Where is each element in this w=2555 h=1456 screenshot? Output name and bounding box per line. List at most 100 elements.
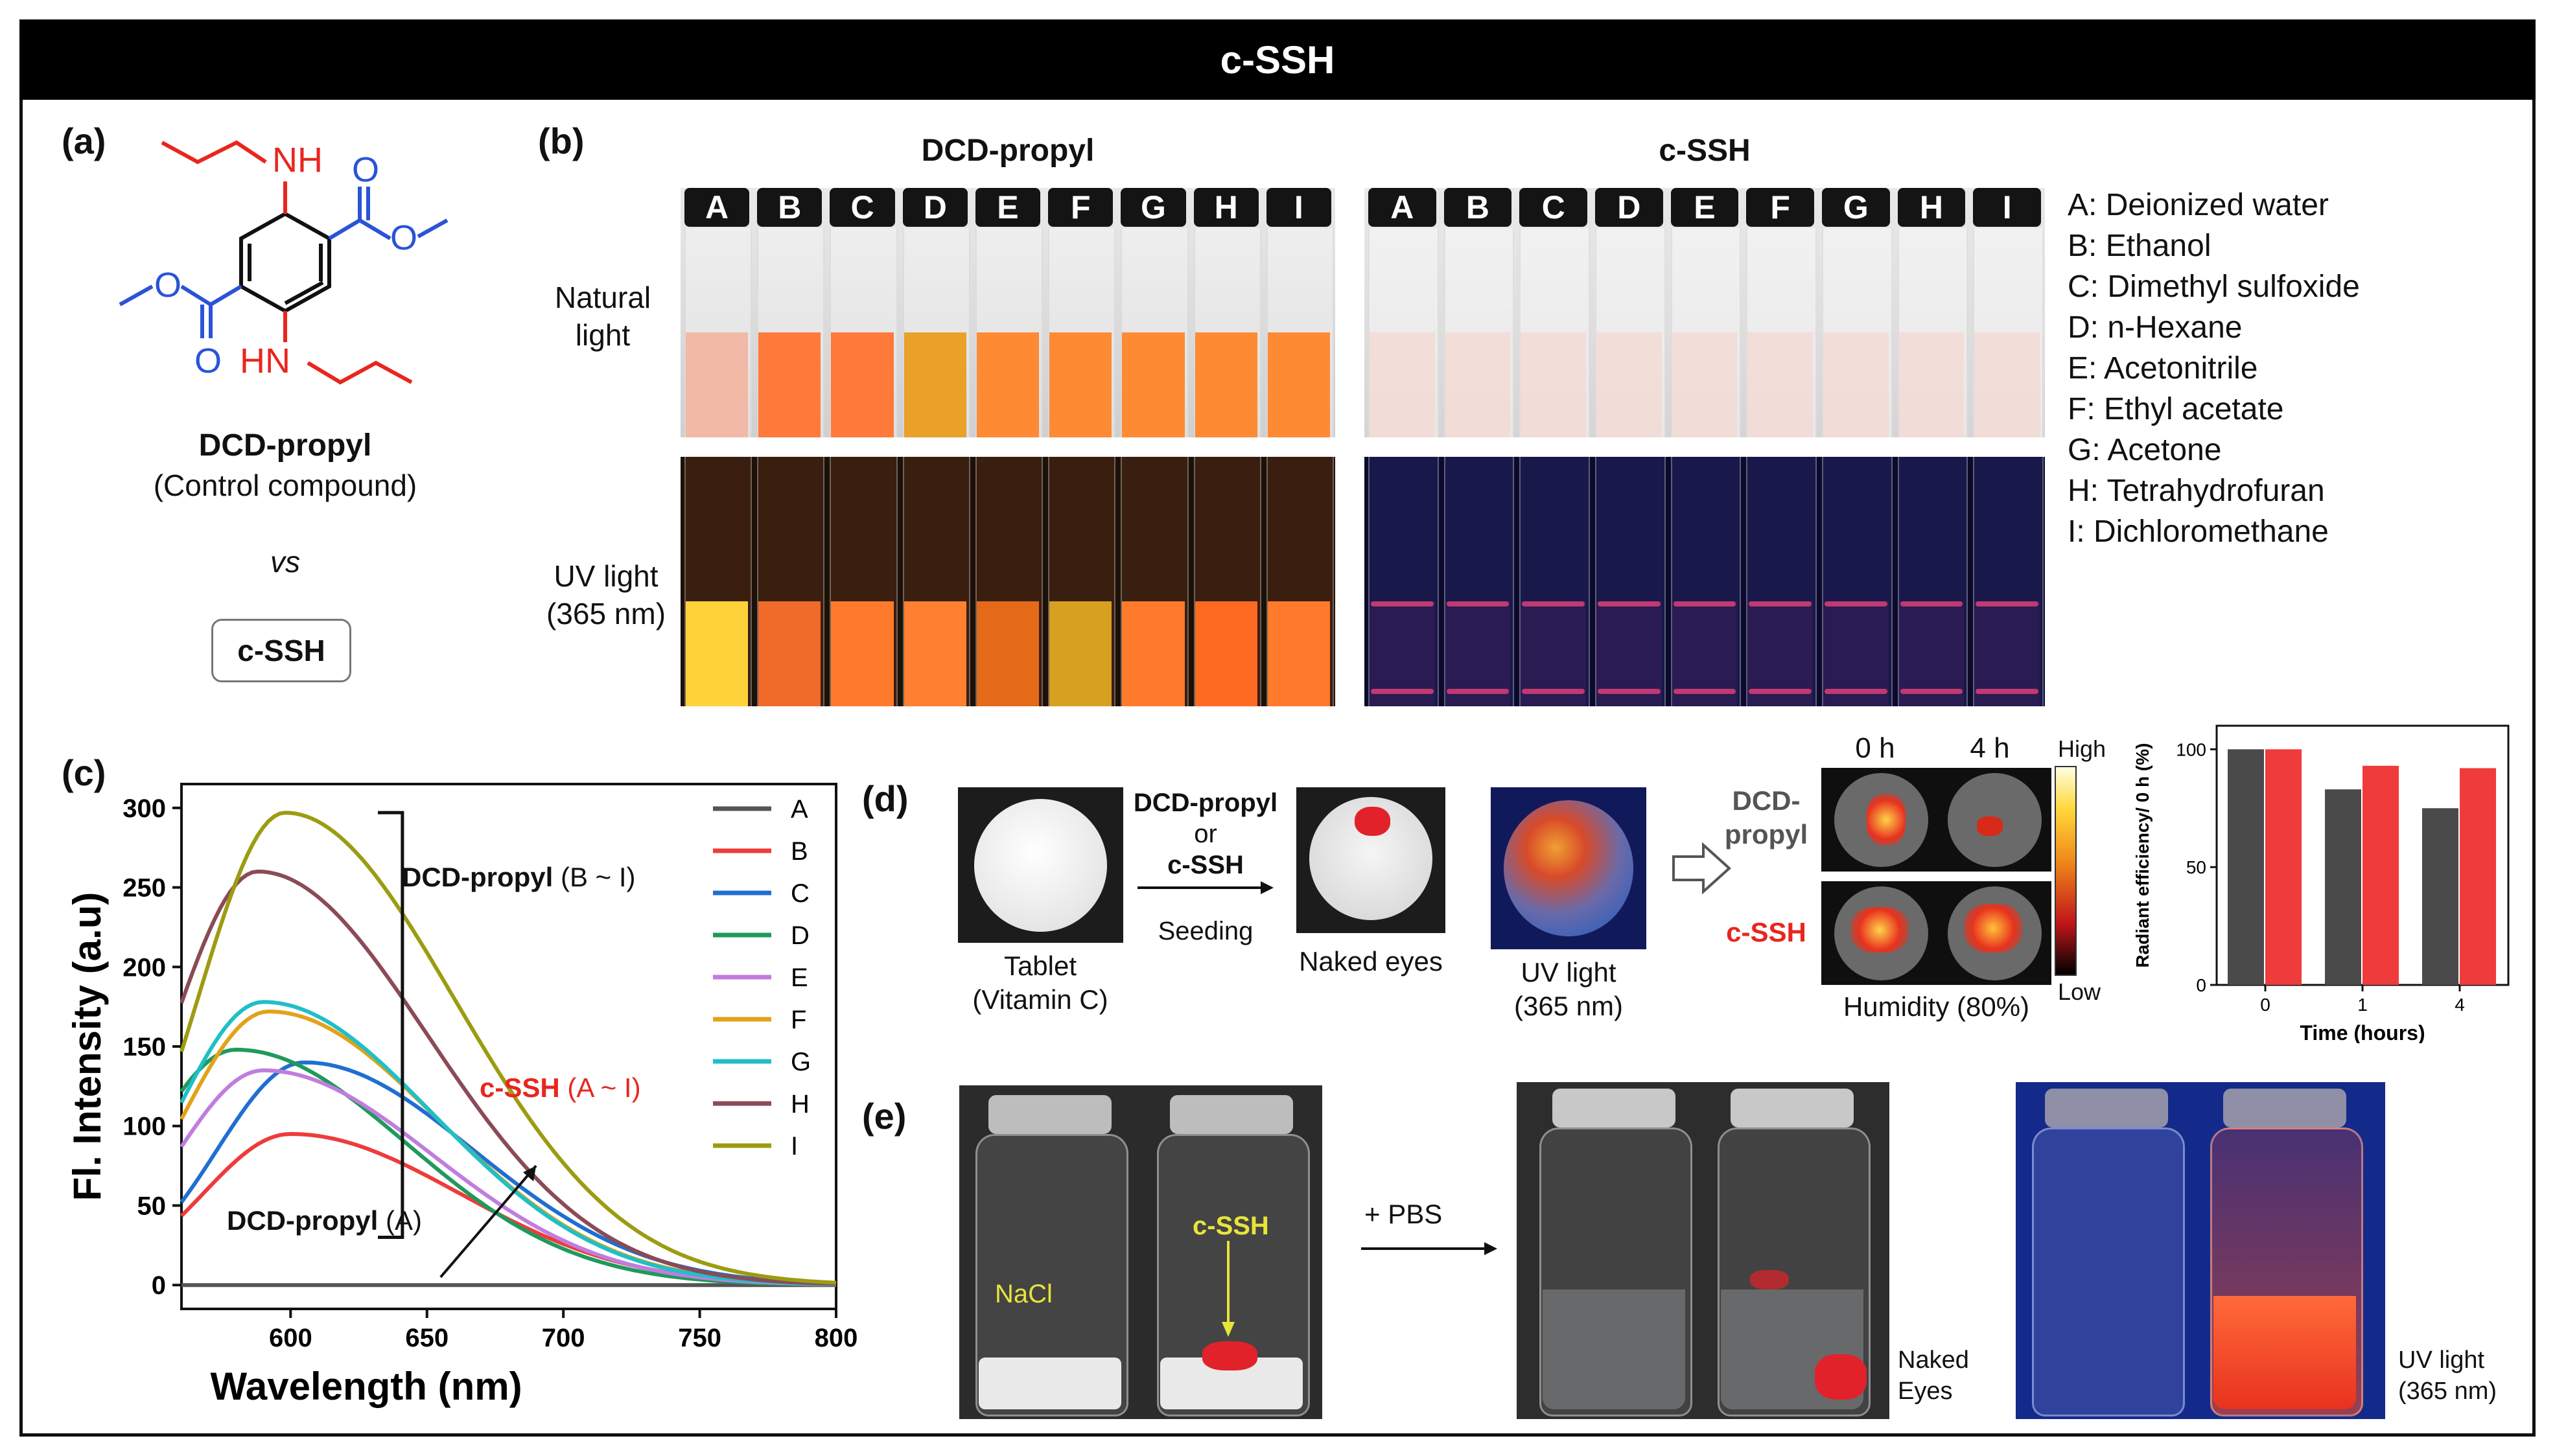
vial-liquid bbox=[1445, 332, 1511, 437]
legend-label: G bbox=[791, 1048, 811, 1076]
vial bbox=[1973, 457, 2044, 706]
ester-bond bbox=[209, 284, 242, 306]
y-tick-label: 0 bbox=[152, 1271, 166, 1300]
x-tick-label: 800 bbox=[815, 1324, 858, 1352]
photo-uv-tablet bbox=[1491, 787, 1646, 949]
naked-eyes-caption: Naked eyes bbox=[1299, 946, 1443, 976]
x-tick-label: 650 bbox=[405, 1324, 449, 1352]
vial-liquid bbox=[1521, 332, 1586, 437]
bracket-label-bold: DCD-propyl bbox=[402, 862, 554, 892]
y-tick-label: 250 bbox=[122, 874, 166, 903]
vial: I bbox=[1973, 188, 2044, 437]
vial bbox=[684, 457, 752, 706]
vial-liquid bbox=[1898, 332, 1965, 437]
vial bbox=[1048, 457, 1116, 706]
row-uv-line2: (365 nm) bbox=[546, 597, 666, 630]
red-seed-spot bbox=[1355, 807, 1390, 836]
x-axis-title: Time (hours) bbox=[2300, 1021, 2425, 1043]
y-axis-title: Radiant efficiency/ 0 h (%) bbox=[2132, 743, 2152, 968]
panel-e-label: (e) bbox=[862, 1096, 907, 1137]
vial-meniscus-glow bbox=[1825, 601, 1887, 607]
vial bbox=[1121, 457, 1189, 706]
seeding-arrow bbox=[1138, 881, 1274, 894]
fluorescent-liquid bbox=[2213, 1296, 2356, 1409]
bar-c-SSH bbox=[2460, 768, 2496, 985]
vial-meniscus-glow bbox=[1976, 689, 2038, 695]
vial: D bbox=[1595, 188, 1666, 437]
uv-e-line1: UV light bbox=[2398, 1346, 2485, 1374]
uv-e-line2: (365 nm) bbox=[2398, 1378, 2497, 1405]
vial: C bbox=[1519, 188, 1590, 437]
vial-cap-label: B bbox=[1443, 188, 1512, 227]
vial-liquid bbox=[1672, 332, 1738, 437]
arrow-top-line2: or bbox=[1194, 820, 1217, 848]
vial-meniscus-glow bbox=[1522, 601, 1585, 607]
vial: G bbox=[1822, 188, 1893, 437]
cssh-label: c-SSH (A ~ I) bbox=[480, 1072, 641, 1104]
oxygen-label: O bbox=[352, 150, 379, 189]
vial-cap-label: A bbox=[1368, 188, 1436, 227]
solvent-item: D: n-Hexane bbox=[2068, 310, 2243, 345]
y-tick-label: 50 bbox=[2186, 857, 2206, 877]
vial-liquid bbox=[1195, 601, 1257, 706]
propyl-chain-bottom bbox=[307, 360, 413, 385]
vial-meniscus-glow bbox=[1522, 689, 1585, 695]
solvent-item: F: Ethyl acetate bbox=[2068, 392, 2284, 426]
vial-liquid bbox=[904, 332, 966, 437]
scale-low: Low bbox=[2058, 978, 2101, 1005]
pbs-liquid bbox=[1543, 1289, 1685, 1409]
vial: C bbox=[830, 188, 898, 437]
vial bbox=[1897, 457, 1968, 706]
photo-vials-before: NaCl c-SSH bbox=[959, 1085, 1322, 1419]
x-tick-label: 750 bbox=[678, 1324, 721, 1352]
b-left-title: DCD-propyl bbox=[921, 133, 1095, 168]
pbs-arrow bbox=[1361, 1242, 1497, 1255]
seeding-text: DCD-propyl or c-SSH bbox=[1115, 787, 1296, 881]
row-label-dcd-line1: DCD- bbox=[1732, 785, 1801, 816]
humidity-label: Humidity (80%) bbox=[1843, 991, 2030, 1022]
dcd-a-label: DCD-propyl (A) bbox=[227, 1205, 422, 1236]
vial: I bbox=[1266, 188, 1334, 437]
row-natural-line1: Natural bbox=[554, 281, 651, 314]
photo-vials-uv bbox=[2016, 1082, 2385, 1419]
solvent-item: I: Dichloromethane bbox=[2068, 514, 2329, 549]
vial bbox=[1746, 457, 1817, 706]
ester-bond bbox=[358, 218, 391, 240]
vial-cap-label: A bbox=[684, 188, 750, 227]
y-tick-label: 100 bbox=[122, 1113, 166, 1141]
nacl-crystals bbox=[979, 1358, 1121, 1409]
dcd-a-label-rest: (A) bbox=[378, 1205, 422, 1236]
vial-meniscus-glow bbox=[1976, 601, 2038, 607]
pointer-arrow bbox=[439, 1164, 537, 1278]
y-tick-label: 150 bbox=[122, 1033, 166, 1061]
vial-liquid bbox=[1122, 332, 1185, 437]
vial bbox=[1595, 457, 1666, 706]
bracket bbox=[378, 811, 404, 1240]
vial-liquid bbox=[686, 332, 749, 437]
vial-cap-label: F bbox=[1746, 188, 1814, 227]
vial-cap-label: H bbox=[1897, 188, 1966, 227]
panel-d-label: (d) bbox=[862, 778, 909, 819]
vial bbox=[757, 457, 825, 706]
vial-cap-label: G bbox=[1121, 188, 1186, 227]
x-tick-label: 1 bbox=[2357, 995, 2368, 1015]
bracket-label: DCD-propyl (B ~ I) bbox=[402, 862, 636, 893]
photo-dcd-uv bbox=[681, 457, 1335, 706]
row-uv-light: UV light (365 nm) bbox=[538, 557, 674, 632]
solvent-item: H: Tetrahydrofuran bbox=[2068, 474, 2325, 508]
vial-meniscus-glow bbox=[1749, 601, 1812, 607]
cssh-pointer-arrow bbox=[1222, 1241, 1235, 1337]
spectrum-line-I bbox=[180, 811, 837, 1285]
ivis-hotspot bbox=[1977, 816, 2003, 836]
solvent-list: A: Deionized water B: Ethanol C: Dimethy… bbox=[2068, 185, 2360, 552]
vial-meniscus-glow bbox=[1825, 689, 1887, 695]
vial-liquid bbox=[1049, 332, 1112, 437]
vial-cap-label: D bbox=[1595, 188, 1663, 227]
vial: B bbox=[757, 188, 825, 437]
arrow-top-line1: DCD-propyl bbox=[1133, 789, 1278, 817]
photo-tablet bbox=[958, 787, 1123, 943]
vial-liquid bbox=[686, 601, 749, 706]
vial: E bbox=[975, 188, 1044, 437]
vial: A bbox=[1368, 188, 1439, 437]
benzene-ring bbox=[239, 211, 331, 314]
